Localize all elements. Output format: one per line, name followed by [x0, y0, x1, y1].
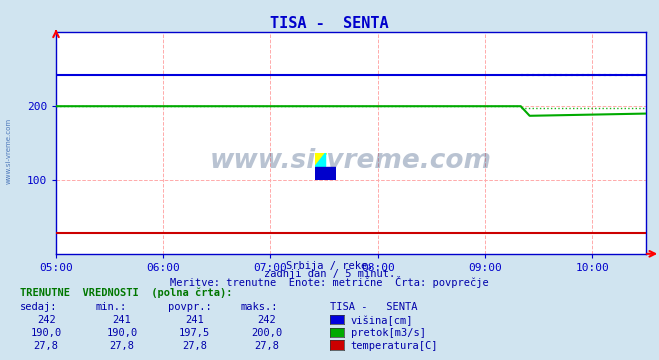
Polygon shape [315, 153, 326, 166]
Text: min.:: min.: [96, 302, 127, 312]
Polygon shape [315, 153, 326, 166]
Text: temperatura[C]: temperatura[C] [351, 341, 438, 351]
Text: 200,0: 200,0 [251, 328, 283, 338]
Text: zadnji dan / 5 minut.: zadnji dan / 5 minut. [264, 269, 395, 279]
Text: povpr.:: povpr.: [168, 302, 212, 312]
Text: www.si-vreme.com: www.si-vreme.com [5, 118, 12, 184]
Text: pretok[m3/s]: pretok[m3/s] [351, 328, 426, 338]
Text: 197,5: 197,5 [179, 328, 210, 338]
Text: višina[cm]: višina[cm] [351, 315, 413, 326]
Text: TISA -   SENTA: TISA - SENTA [330, 302, 417, 312]
Text: 27,8: 27,8 [34, 341, 59, 351]
Text: 242: 242 [37, 315, 55, 325]
Text: Srbija / reke.: Srbija / reke. [286, 261, 373, 271]
Text: 241: 241 [185, 315, 204, 325]
Text: 27,8: 27,8 [109, 341, 134, 351]
Text: 190,0: 190,0 [106, 328, 138, 338]
Text: sedaj:: sedaj: [20, 302, 57, 312]
Text: www.si-vreme.com: www.si-vreme.com [210, 148, 492, 174]
Polygon shape [315, 166, 336, 180]
Text: 241: 241 [113, 315, 131, 325]
Text: TRENUTNE  VREDNOSTI  (polna črta):: TRENUTNE VREDNOSTI (polna črta): [20, 288, 232, 298]
Text: TISA -  SENTA: TISA - SENTA [270, 16, 389, 31]
Text: 27,8: 27,8 [182, 341, 207, 351]
Text: 27,8: 27,8 [254, 341, 279, 351]
Text: maks.:: maks.: [241, 302, 278, 312]
Text: Meritve: trenutne  Enote: metrične  Črta: povprečje: Meritve: trenutne Enote: metrične Črta: … [170, 276, 489, 288]
Text: 242: 242 [258, 315, 276, 325]
Text: 190,0: 190,0 [30, 328, 62, 338]
